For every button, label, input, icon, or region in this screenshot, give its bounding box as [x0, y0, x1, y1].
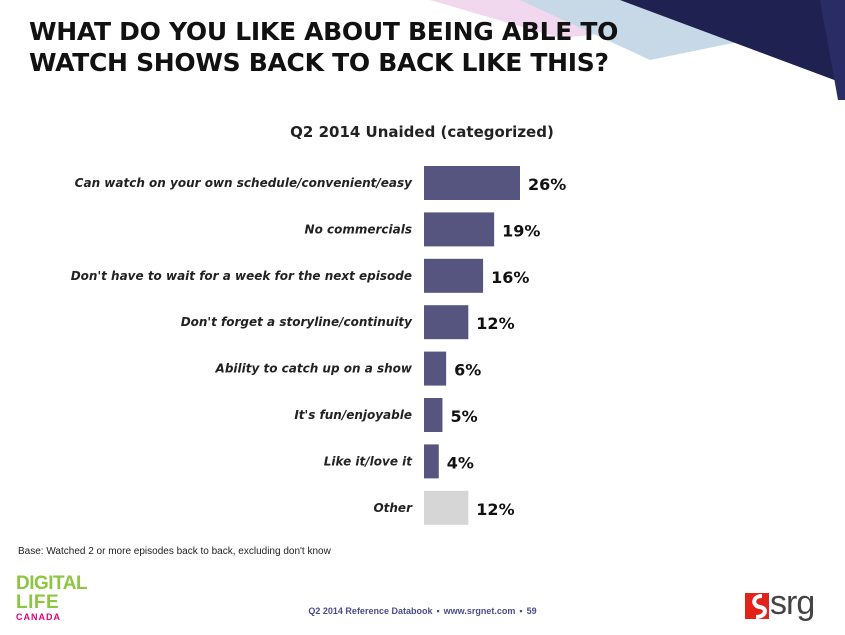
footer-website: www.srgnet.com	[443, 606, 516, 616]
category-label: Can watch on your own schedule/convenien…	[75, 176, 414, 190]
logo-line-3: CANADA	[16, 612, 61, 622]
data-label: 6%	[454, 361, 481, 380]
bar	[424, 351, 447, 386]
srg-logo: srg	[744, 584, 834, 628]
category-label: Like it/love it	[324, 454, 413, 468]
base-note: Base: Watched 2 or more episodes back to…	[18, 546, 331, 557]
logo-line-1: DIGITAL	[16, 573, 88, 594]
footer: Q2 2014 Reference Databook ▪ www.srgnet.co…	[0, 606, 845, 616]
footer-source: Q2 2014 Reference Databook	[308, 606, 433, 616]
data-label: 12%	[476, 314, 514, 333]
category-label: Don't have to wait for a week for the ne…	[71, 269, 412, 283]
category-label: No commercials	[305, 222, 412, 236]
data-label: 26%	[528, 175, 566, 194]
digital-life-canada-logo: DIGITAL LIFE CANADA	[16, 574, 96, 622]
bar	[424, 398, 443, 432]
title-line-1: WHAT DO YOU LIKE ABOUT BEING ABLE TO	[29, 17, 619, 46]
bar	[424, 212, 495, 247]
data-label: 5%	[450, 407, 477, 426]
bar	[424, 444, 439, 479]
data-label: 16%	[491, 268, 529, 287]
page-title: WHAT DO YOU LIKE ABOUT BEING ABLE TO WAT…	[29, 16, 629, 78]
srg-mark-icon	[745, 593, 769, 619]
header-decoration	[430, 0, 845, 100]
title-line-2: WATCH SHOWS BACK TO BACK LIKE THIS?	[29, 48, 609, 77]
data-label: 4%	[447, 453, 474, 472]
srg-wordmark: srg	[770, 584, 815, 622]
chart-title: Q2 2014 Unaided (categorized)	[290, 123, 554, 141]
bar	[424, 258, 484, 293]
footer-page-number: 59	[526, 606, 537, 616]
data-label: 12%	[476, 500, 514, 519]
bar-chart: Q2 2014 Unaided (categorized) Can watch o…	[71, 123, 566, 525]
footer-separator: ▪	[519, 606, 523, 616]
category-label: It's fun/enjoyable	[294, 408, 412, 422]
category-label: Other	[373, 501, 413, 515]
data-label: 19%	[502, 221, 540, 240]
bar	[424, 305, 469, 340]
footer-separator: ▪	[436, 606, 440, 616]
category-label: Ability to catch up on a show	[215, 362, 413, 376]
bar	[424, 490, 469, 525]
category-label: Don't forget a storyline/continuity	[181, 315, 413, 329]
bar	[424, 166, 520, 200]
logo-line-2: LIFE	[16, 592, 60, 613]
